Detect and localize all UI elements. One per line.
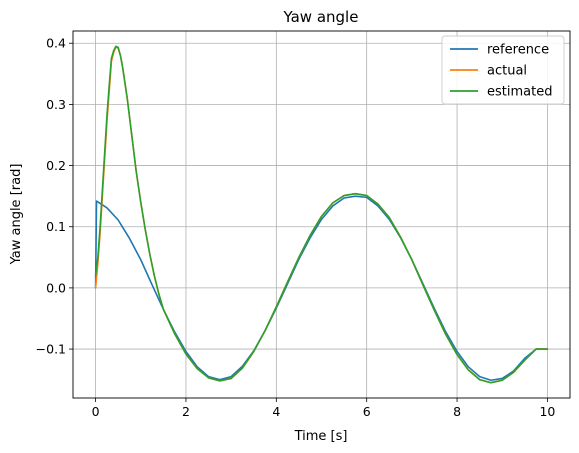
y-tick-label: 0.2 [46, 158, 66, 173]
legend-label-reference: reference [487, 43, 549, 58]
y-tick-label: 0.0 [46, 280, 66, 295]
legend-label-estimated: estimated [487, 85, 552, 100]
y-tick-label: 0.1 [46, 219, 66, 234]
y-tick-label: 0.3 [46, 97, 66, 112]
legend-label-actual: actual [487, 64, 527, 79]
legend-box [441, 35, 565, 105]
x-tick-label: 2 [182, 404, 190, 419]
series-line-estimated [94, 45, 549, 384]
axis-ticks: 0 2 4 6 8 10 −0.1 0.0 0.1 0.2 0.3 0.4 [36, 36, 556, 419]
y-tick-label: −0.1 [36, 342, 66, 357]
x-tick-label: 6 [363, 404, 371, 419]
plot-frame [72, 30, 571, 399]
y-axis-label: Yaw angle [rad] [9, 164, 24, 266]
chart-title: Yaw angle [283, 8, 359, 26]
x-tick-label: 4 [272, 404, 280, 419]
x-tick-label: 10 [539, 404, 555, 419]
x-axis-label: Time [s] [294, 429, 348, 444]
y-tick-label: 0.4 [46, 36, 66, 51]
series-lines [94, 45, 549, 384]
x-tick-label: 8 [453, 404, 461, 419]
x-tick-label: 0 [92, 404, 100, 419]
legend: reference actual estimated [441, 35, 565, 105]
